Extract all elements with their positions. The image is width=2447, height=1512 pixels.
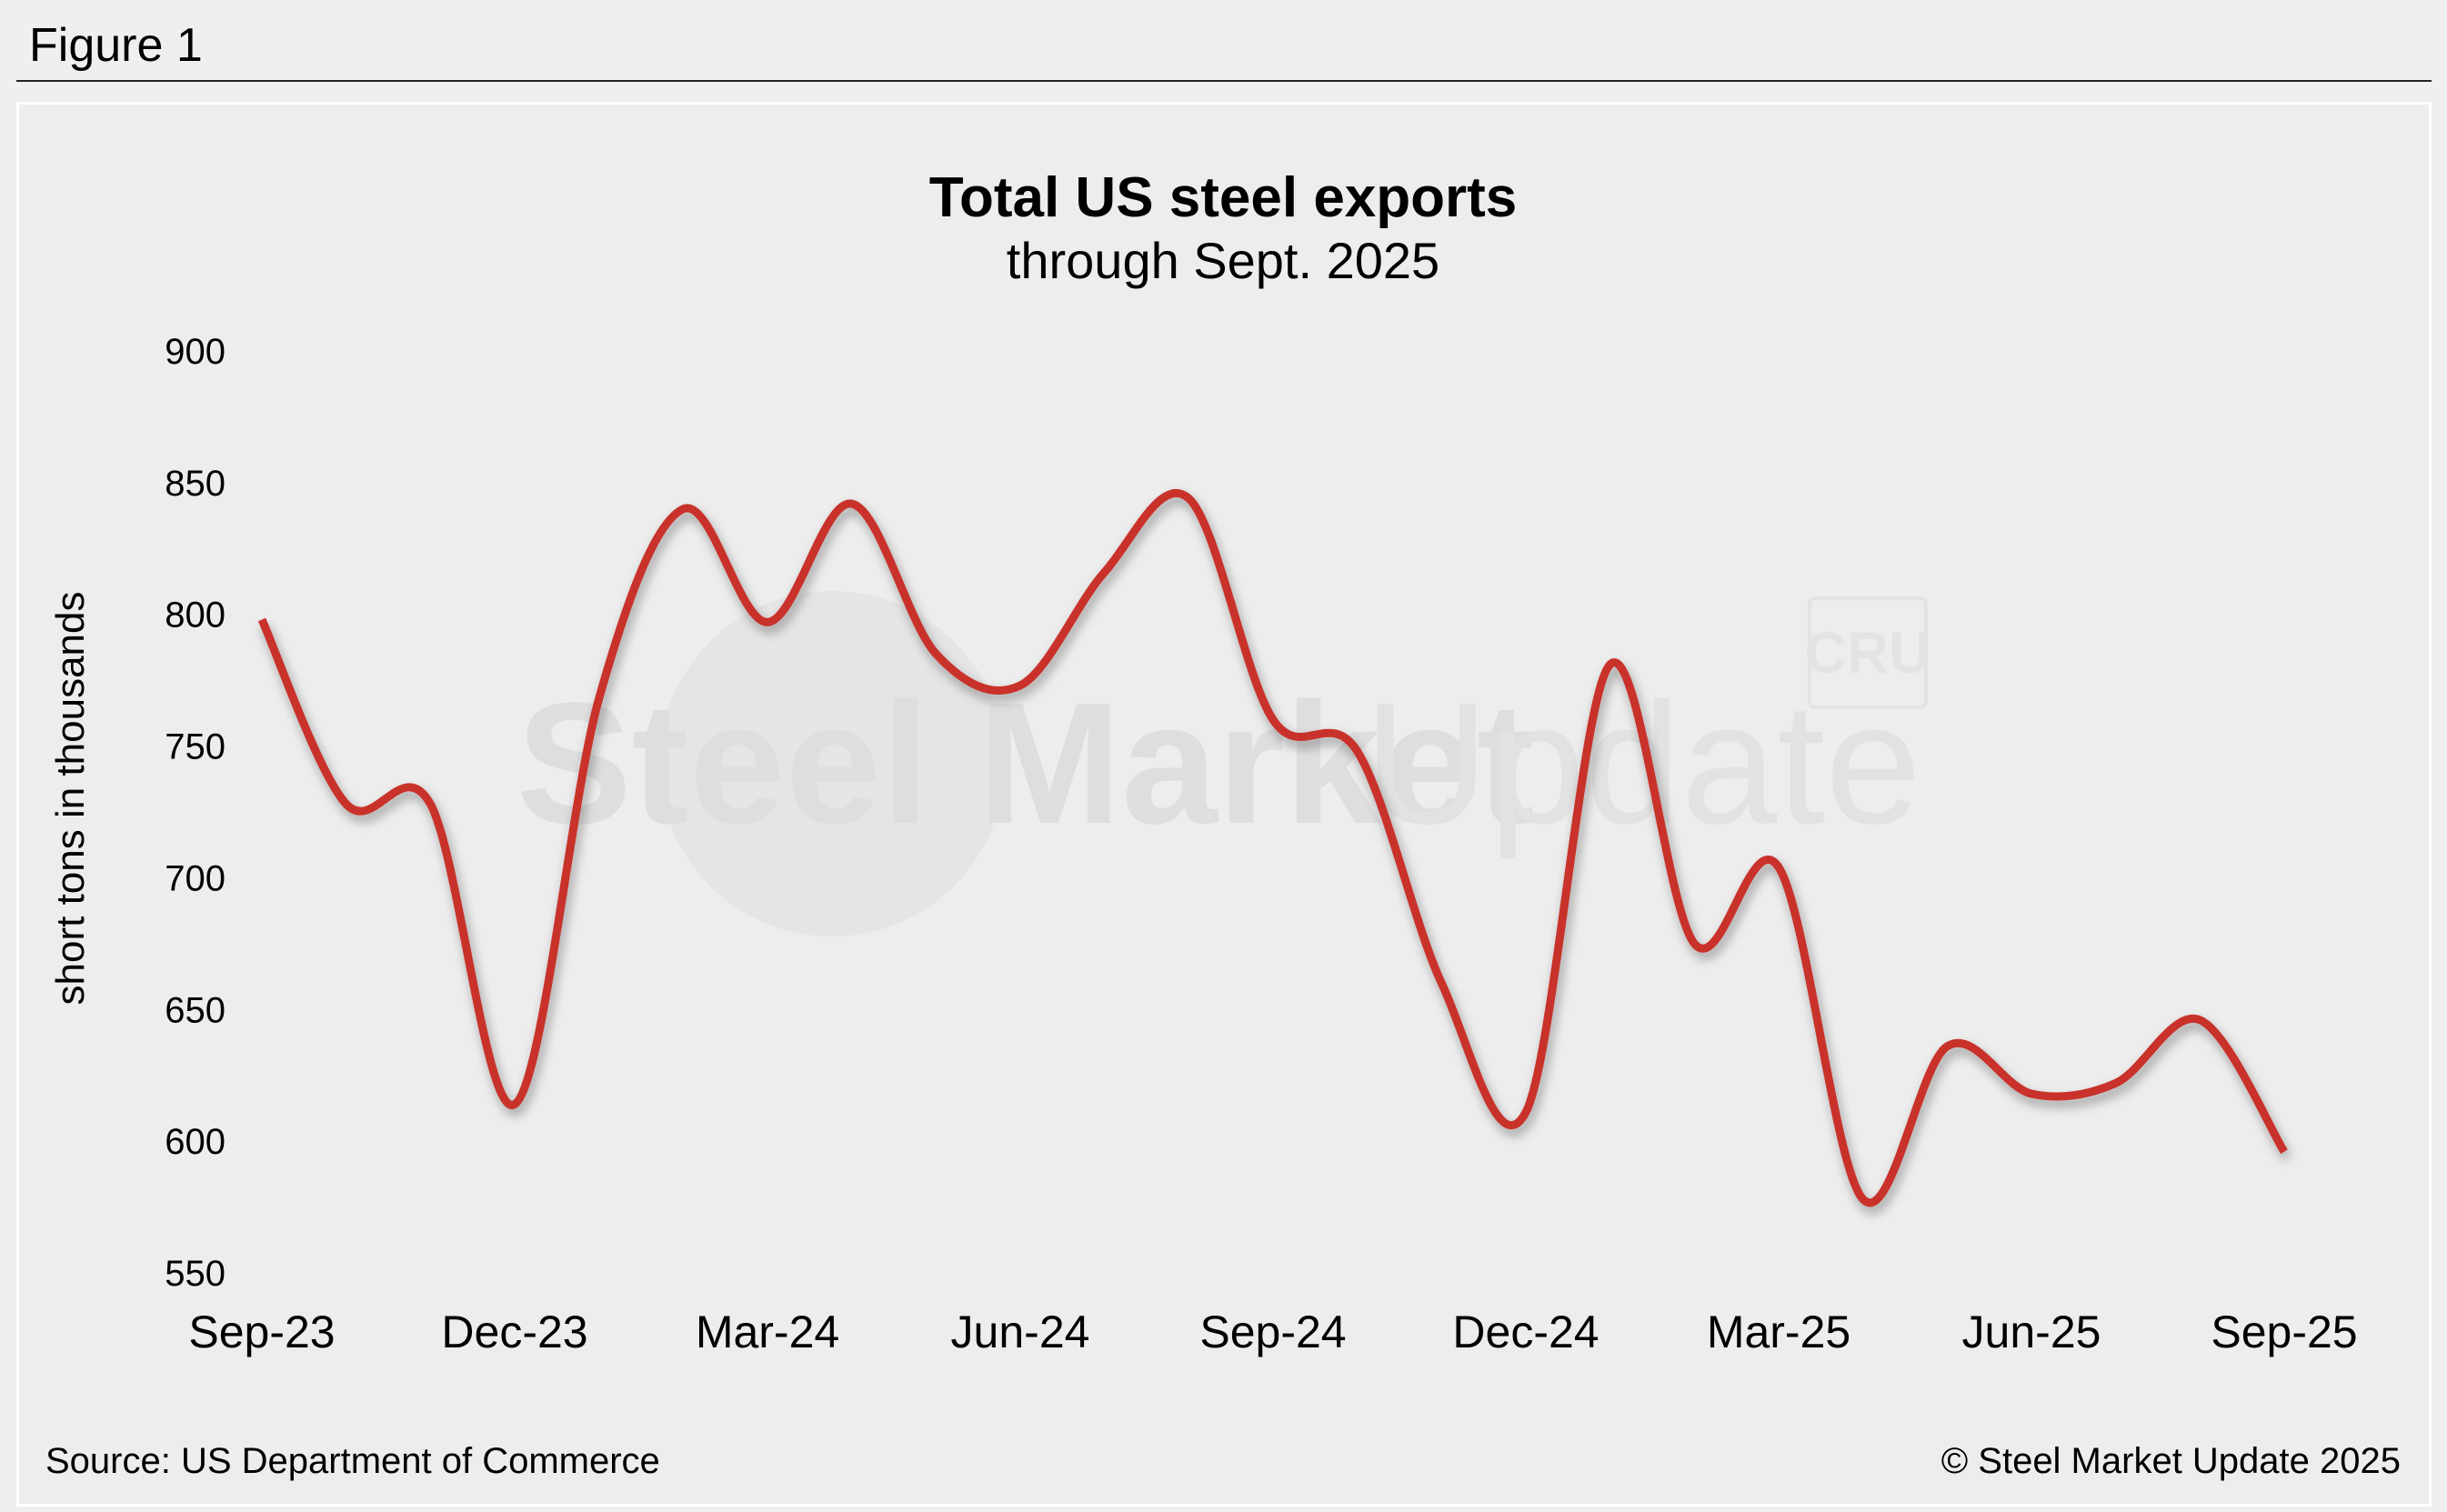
- x-tick-label: Sep-25: [2211, 1307, 2357, 1357]
- x-axis-ticks: Sep-23 Dec-23 Mar-24 Jun-24 Sep-24 Dec-24 Mar-…: [188, 1307, 2357, 1357]
- y-tick-label: 850: [165, 464, 226, 504]
- y-tick-label: 750: [165, 727, 226, 767]
- watermark-logo-circle: [659, 591, 1005, 936]
- x-tick-label: Dec-23: [441, 1307, 587, 1357]
- x-tick-label: Mar-24: [696, 1307, 839, 1357]
- y-tick-label: 550: [165, 1254, 226, 1294]
- y-tick-label: 900: [165, 332, 226, 372]
- watermark-badge-box: [1808, 596, 1928, 709]
- watermark-badge-text: CRU: [1805, 620, 1931, 686]
- y-tick-label: 650: [165, 990, 226, 1030]
- x-tick-label: Dec-24: [1452, 1307, 1599, 1357]
- y-axis-ticks: 900 850 800 750 700 650 600 550: [165, 332, 226, 1294]
- x-tick-label: Sep-24: [1199, 1307, 1346, 1357]
- y-tick-label: 700: [165, 858, 226, 898]
- x-tick-label: Sep-23: [188, 1307, 335, 1357]
- watermark: Steel Market Update CRU: [516, 591, 1931, 936]
- y-tick-label: 800: [165, 596, 226, 636]
- chart-panel: [16, 102, 2432, 1507]
- x-tick-label: Jun-25: [1962, 1307, 2101, 1357]
- figure-label: Figure 1: [29, 19, 203, 72]
- series-layer: [257, 488, 2288, 1207]
- watermark-text-light: Update: [1364, 667, 1921, 860]
- figure-divider: [16, 80, 2432, 82]
- copyright-note: © Steel Market Update 2025: [1941, 1441, 2401, 1481]
- y-axis-label: short tons in thousands: [48, 592, 93, 1006]
- source-note: Source: US Department of Commerce: [45, 1441, 660, 1481]
- x-tick-label: Mar-25: [1707, 1307, 1850, 1357]
- steel-exports-line: [257, 488, 2288, 1207]
- x-tick-label: Jun-24: [951, 1307, 1090, 1357]
- chart-subtitle: through Sept. 2025: [1007, 232, 1439, 289]
- y-tick-label: 600: [165, 1122, 226, 1162]
- chart-title: Total US steel exports: [929, 166, 1518, 229]
